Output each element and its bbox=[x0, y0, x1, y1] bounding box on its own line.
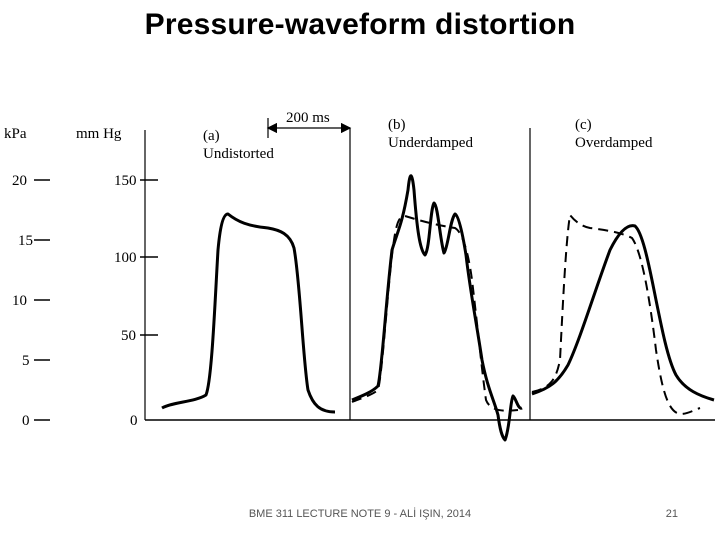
mmhg-tick-label: 150 bbox=[114, 173, 137, 189]
underdamped-waveform bbox=[351, 174, 523, 442]
undistorted-waveform bbox=[161, 212, 336, 414]
kpa-tick-label: 0 bbox=[22, 413, 30, 429]
panel-b-title: Underdamped bbox=[388, 135, 473, 151]
panel-c-tag: (c) bbox=[575, 117, 592, 133]
kpa-axis: 20 15 10 5 0 bbox=[12, 173, 50, 429]
kpa-tick-label: 10 bbox=[12, 293, 27, 309]
mmhg-tick-label: 0 bbox=[130, 413, 138, 429]
kpa-tick-label: 20 bbox=[12, 173, 27, 189]
footer-text: BME 311 LECTURE NOTE 9 - ALİ IŞIN, 2014 bbox=[248, 508, 472, 520]
kpa-tick-label: 15 bbox=[18, 233, 33, 249]
panel-c-title: Overdamped bbox=[575, 135, 653, 151]
reference-waveform-c bbox=[531, 214, 701, 415]
kpa-axis-unit: kPa bbox=[4, 126, 27, 142]
overdamped-waveform bbox=[531, 224, 715, 402]
mmhg-axis: 150 100 50 0 bbox=[114, 130, 158, 429]
mmhg-tick-label: 100 bbox=[114, 250, 137, 266]
mmhg-tick-label: 50 bbox=[121, 328, 136, 344]
panel-a-title: Undistorted bbox=[203, 146, 274, 162]
reference-waveform-b bbox=[351, 215, 519, 412]
slide-title: Pressure-waveform distortion bbox=[144, 8, 576, 41]
mmhg-axis-unit: mm Hg bbox=[76, 126, 122, 142]
panel-a-tag: (a) bbox=[203, 128, 220, 144]
kpa-tick-label: 5 bbox=[22, 353, 30, 369]
panel-b-tag: (b) bbox=[388, 117, 406, 133]
time-scale-label-bg bbox=[282, 108, 340, 124]
time-scale-label: 200 ms bbox=[286, 110, 330, 126]
page-number: 21 bbox=[665, 508, 678, 520]
slide-footer: BME 311 LECTURE NOTE 9 - ALİ IŞIN, 2014 … bbox=[0, 508, 720, 528]
